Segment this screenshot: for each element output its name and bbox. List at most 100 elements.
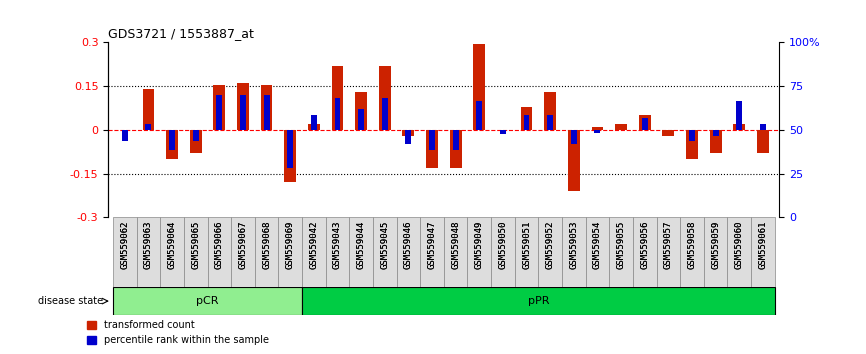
Bar (759, 124, 766, 130)
Text: GSM559049: GSM559049 (475, 221, 484, 269)
Bar (190, 130, 202, 153)
Text: GSM559060: GSM559060 (734, 221, 744, 269)
Bar (568, 130, 579, 191)
Text: GSM559068: GSM559068 (262, 221, 271, 269)
Text: GSM559059: GSM559059 (711, 221, 721, 269)
Text: GSM559069: GSM559069 (286, 221, 294, 269)
FancyBboxPatch shape (444, 217, 468, 287)
Text: GSM559064: GSM559064 (167, 221, 177, 269)
Bar (736, 101, 742, 130)
FancyBboxPatch shape (610, 217, 633, 287)
Text: GSM559063: GSM559063 (144, 221, 153, 269)
Text: GSM559042: GSM559042 (309, 221, 319, 269)
Bar (734, 124, 745, 130)
FancyBboxPatch shape (420, 217, 444, 287)
Text: GDS3721 / 1553887_at: GDS3721 / 1553887_at (108, 27, 254, 40)
Bar (571, 130, 577, 144)
Bar (237, 83, 249, 130)
Text: GSM559061: GSM559061 (759, 221, 767, 269)
Bar (474, 44, 485, 130)
Text: GSM559055: GSM559055 (617, 221, 625, 269)
FancyBboxPatch shape (278, 217, 302, 287)
Bar (263, 95, 269, 130)
FancyBboxPatch shape (302, 287, 775, 315)
Bar (261, 85, 273, 130)
Text: GSM559043: GSM559043 (333, 221, 342, 269)
Bar (378, 66, 391, 130)
Text: GSM559053: GSM559053 (569, 221, 578, 269)
FancyBboxPatch shape (231, 217, 255, 287)
FancyBboxPatch shape (727, 217, 751, 287)
Bar (332, 66, 344, 130)
Text: GSM559044: GSM559044 (357, 221, 365, 269)
FancyBboxPatch shape (704, 217, 727, 287)
Bar (662, 130, 675, 136)
Text: GSM559062: GSM559062 (120, 221, 129, 269)
Text: GSM559052: GSM559052 (546, 221, 554, 269)
Text: GSM559047: GSM559047 (428, 221, 436, 269)
Text: GSM559050: GSM559050 (499, 221, 507, 269)
Text: GSM559054: GSM559054 (593, 221, 602, 269)
Text: GSM559045: GSM559045 (380, 221, 389, 269)
Text: GSM559058: GSM559058 (688, 221, 696, 269)
FancyBboxPatch shape (585, 217, 610, 287)
Bar (143, 89, 154, 130)
FancyBboxPatch shape (113, 217, 137, 287)
Text: GSM559065: GSM559065 (191, 221, 200, 269)
Bar (145, 124, 152, 130)
Bar (216, 95, 223, 130)
FancyBboxPatch shape (539, 217, 562, 287)
Bar (520, 107, 533, 130)
Bar (311, 115, 317, 130)
Text: pCR: pCR (197, 296, 219, 306)
Text: GSM559051: GSM559051 (522, 221, 531, 269)
Text: GSM559044: GSM559044 (357, 221, 365, 269)
FancyBboxPatch shape (491, 217, 514, 287)
Bar (403, 130, 414, 136)
Bar (429, 130, 435, 150)
FancyBboxPatch shape (255, 217, 278, 287)
Bar (166, 130, 178, 159)
Text: GSM559061: GSM559061 (759, 221, 767, 269)
Bar (757, 130, 769, 153)
Text: GSM559049: GSM559049 (475, 221, 484, 269)
FancyBboxPatch shape (562, 217, 585, 287)
Bar (405, 130, 411, 144)
Text: GSM559047: GSM559047 (428, 221, 436, 269)
Bar (544, 92, 556, 130)
Text: GSM559052: GSM559052 (546, 221, 554, 269)
Text: GSM559065: GSM559065 (191, 221, 200, 269)
Bar (449, 130, 462, 168)
Text: GSM559055: GSM559055 (617, 221, 625, 269)
Bar (122, 130, 128, 141)
FancyBboxPatch shape (137, 217, 160, 287)
Text: GSM559050: GSM559050 (499, 221, 507, 269)
FancyBboxPatch shape (349, 217, 373, 287)
Bar (686, 130, 698, 159)
Text: disease state: disease state (38, 296, 104, 306)
Text: GSM559046: GSM559046 (404, 221, 413, 269)
Bar (689, 130, 695, 142)
Text: GSM559059: GSM559059 (711, 221, 721, 269)
FancyBboxPatch shape (468, 217, 491, 287)
Text: GSM559057: GSM559057 (664, 221, 673, 269)
Text: GSM559057: GSM559057 (664, 221, 673, 269)
Bar (713, 130, 719, 136)
Text: GSM559062: GSM559062 (120, 221, 129, 269)
Text: GSM559056: GSM559056 (640, 221, 650, 269)
FancyBboxPatch shape (160, 217, 184, 287)
Bar (213, 85, 225, 130)
Bar (426, 130, 438, 168)
FancyBboxPatch shape (113, 287, 302, 315)
FancyBboxPatch shape (326, 217, 349, 287)
Text: GSM559042: GSM559042 (309, 221, 319, 269)
FancyBboxPatch shape (397, 217, 420, 287)
Legend: transformed count, percentile rank within the sample: transformed count, percentile rank withi… (83, 316, 273, 349)
Text: GSM559063: GSM559063 (144, 221, 153, 269)
Text: GSM559051: GSM559051 (522, 221, 531, 269)
Bar (288, 130, 294, 168)
Text: GSM559046: GSM559046 (404, 221, 413, 269)
Bar (359, 109, 364, 130)
Bar (500, 130, 506, 134)
Text: GSM559060: GSM559060 (734, 221, 744, 269)
